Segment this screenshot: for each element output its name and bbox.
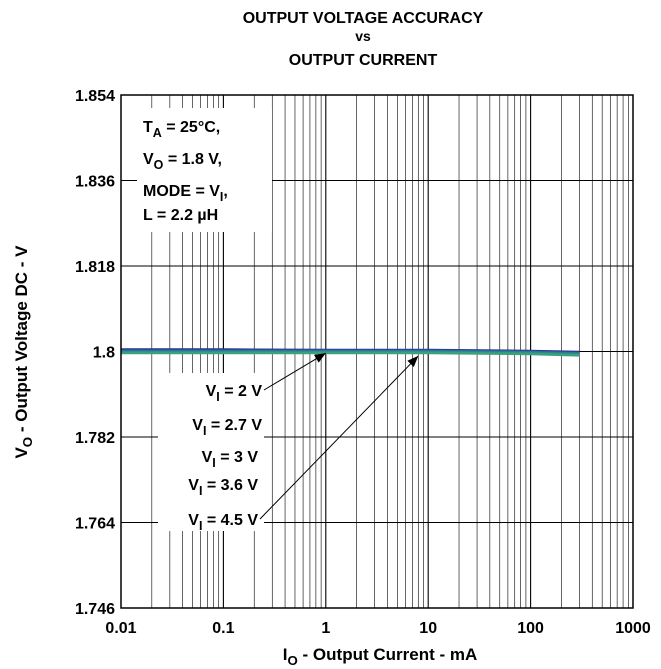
- y-tick-label: 1.782: [75, 430, 115, 447]
- condition-3: MODE = VI,: [143, 183, 228, 204]
- y-axis-title: VO - Output Voltage DC - V: [12, 245, 35, 459]
- annotation-label-4: VI = 3.6 V: [188, 477, 258, 498]
- chart-title-line-2: vs: [355, 28, 371, 44]
- x-tick-label: 0.01: [105, 620, 136, 637]
- y-tick-labels: 1.746 1.764 1.782 1.8 1.818 1.836 1.854: [75, 88, 115, 618]
- x-tick-label: 1: [321, 620, 330, 637]
- chart-title-line-1: OUTPUT VOLTAGE ACCURACY: [243, 10, 484, 27]
- condition-2: VO = 1.8 V,: [143, 151, 222, 172]
- conditions-legend: TA = 25°C, VO = 1.8 V, MODE = VI, L = 2.2 µ…: [137, 108, 272, 232]
- annotation-arrow-line: [263, 352, 327, 391]
- x-tick-label: 1000: [615, 620, 651, 637]
- annotation-label-5: VI = 4.5 V: [188, 512, 258, 533]
- x-tick-label: 0.1: [212, 620, 234, 637]
- y-tick-label: 1.8: [93, 345, 115, 362]
- x-tick-labels: 0.01 0.1 1 10 100 1000: [105, 620, 650, 637]
- series-annotations: VI = 2 V VI = 2.7 V VI = 3 V VI = 3.6 V VI =…: [158, 352, 419, 533]
- series-line-5: [121, 351, 580, 357]
- condition-1: TA = 25°C,: [143, 119, 220, 140]
- y-tick-label: 1.764: [75, 516, 115, 533]
- annotation-arrow-line: [259, 355, 419, 520]
- annotation-arrowhead: [314, 353, 326, 363]
- x-axis-title: IO - Output Current - mA: [283, 645, 477, 668]
- condition-4: L = 2.2 µH: [143, 207, 218, 224]
- annotation-label-1: VI = 2 V: [206, 383, 263, 404]
- annotation-label-2: VI = 2.7 V: [192, 417, 262, 438]
- y-tick-label: 1.818: [75, 259, 115, 276]
- annotation-background: [158, 373, 264, 531]
- annotation-label-3: VI = 3 V: [202, 449, 259, 470]
- x-tick-label: 100: [517, 620, 544, 637]
- y-tick-label: 1.854: [75, 88, 115, 105]
- x-tick-label: 10: [419, 620, 437, 637]
- plot-frame: [120, 94, 634, 609]
- chart-title-line-3: OUTPUT CURRENT: [289, 52, 438, 69]
- conditions-background: [137, 108, 272, 232]
- series-lines: [121, 348, 580, 357]
- y-axis-label: VO - Output Voltage DC - V: [12, 245, 35, 459]
- annotation-arrowhead: [407, 355, 419, 367]
- y-tick-label: 1.746: [75, 601, 115, 618]
- y-tick-label: 1.836: [75, 174, 115, 191]
- x-axis-label: IO - Output Current - mA: [283, 645, 477, 668]
